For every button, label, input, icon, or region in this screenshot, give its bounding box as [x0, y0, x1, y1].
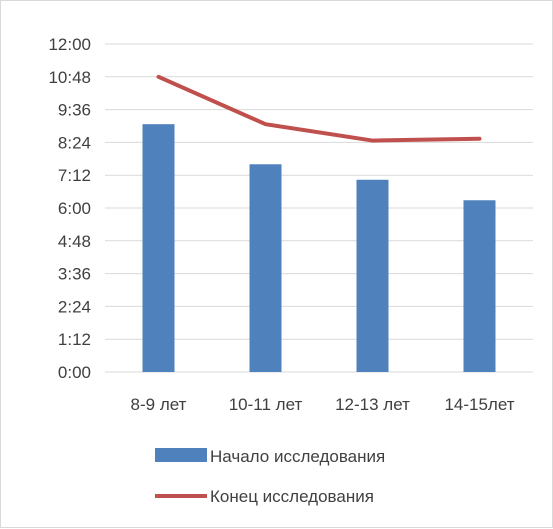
- y-tick-label: 6:00: [58, 199, 91, 218]
- gridlines: [105, 43, 533, 373]
- legend-swatch-bar: [155, 448, 207, 462]
- legend: Начало исследования Конец исследования: [155, 447, 385, 506]
- series-line: [156, 74, 482, 143]
- bar: [463, 200, 496, 372]
- y-tick-label: 12:00: [48, 35, 91, 54]
- y-tick-label: 0:00: [58, 363, 91, 382]
- x-tick-label: 12-13 лет: [335, 395, 410, 414]
- legend-label-start: Начало исследования: [210, 447, 385, 466]
- x-tick-label: 8-9 лет: [131, 395, 187, 414]
- y-tick-label: 7:12: [58, 166, 91, 185]
- bar: [356, 179, 389, 372]
- line-series: [156, 74, 482, 143]
- y-tick-label: 9:36: [58, 101, 91, 120]
- x-axis-tick-labels: 8-9 лет 10-11 лет 12-13 лет 14-15лет: [131, 395, 515, 414]
- y-tick-label: 8:24: [58, 133, 91, 152]
- bar-series: [142, 124, 496, 372]
- bar: [249, 164, 282, 372]
- y-tick-label: 2:24: [58, 297, 91, 316]
- y-tick-label: 4:48: [58, 232, 91, 251]
- x-tick-label: 14-15лет: [444, 395, 514, 414]
- bar: [142, 124, 175, 372]
- y-axis-tick-labels: 0:00 1:12 2:24 3:36 4:48 6:00 7:12 8:24 9:36 10:4…: [48, 35, 91, 382]
- y-tick-label: 10:48: [48, 68, 91, 87]
- y-tick-label: 1:12: [58, 330, 91, 349]
- x-tick-label: 10-11 лет: [229, 395, 303, 414]
- y-tick-label: 3:36: [58, 265, 91, 284]
- legend-label-end: Конец исследования: [210, 487, 374, 506]
